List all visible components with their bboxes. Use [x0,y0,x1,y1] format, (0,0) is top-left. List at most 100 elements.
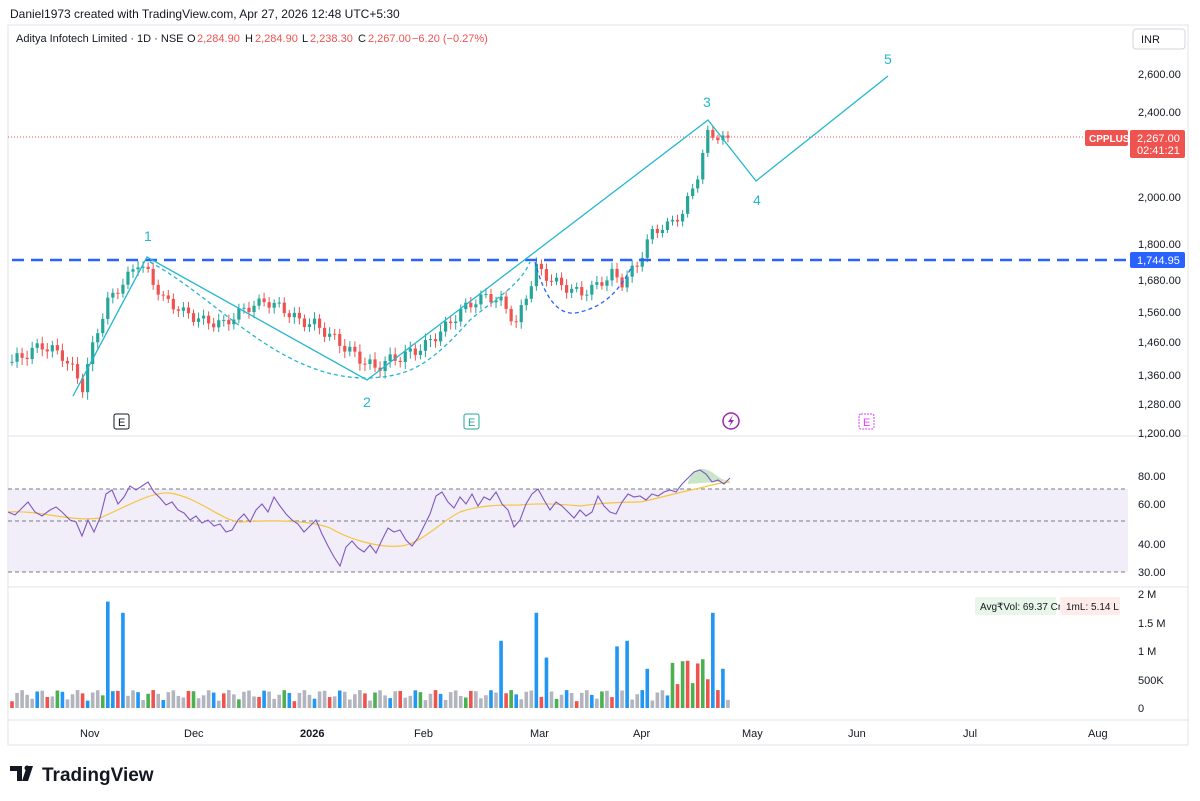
wave-label-4: 4 [753,192,761,208]
candle-body [151,268,155,285]
candle-body [549,280,554,282]
volume-bar [90,692,95,708]
volume-bar [393,691,397,708]
volume-bar [257,696,261,708]
dividend-bolt-icon[interactable] [722,412,740,430]
volume-bar [353,694,357,708]
price-axis[interactable]: 2,600.00 2,400.00 2,000.00 1,800.00 1,68… [1138,69,1181,440]
candle-body [686,196,690,214]
volume-bar [20,690,24,708]
volume-bar [55,690,60,708]
candle-body [529,286,533,299]
volume-bar [327,697,332,708]
volume-bar [40,690,45,708]
price-tick: 1,200.00 [1138,428,1181,440]
price-tick: 2,400.00 [1138,107,1181,119]
volume-bar [378,690,382,708]
volume-bar [640,690,645,708]
volume-bar [595,698,599,708]
credit-text: Daniel1973 created with TradingView.com,… [10,7,400,21]
candle-body [469,302,473,308]
o-label: O [187,33,196,45]
candle-body [675,219,680,222]
candle-body [353,346,357,352]
candle-body [111,292,115,298]
candle-body [474,304,478,308]
price-tick: 2,600.00 [1138,69,1181,81]
candle-body [423,340,428,351]
volume-bar [685,660,690,708]
wave-lines[interactable] [72,75,889,397]
candle-body [75,364,80,379]
wave-label-5: 5 [884,51,892,67]
candle-body [207,315,211,324]
volume-bar [711,612,715,708]
h-label: H [245,33,253,45]
wave-label-1: 1 [144,228,152,244]
earnings-marker-3[interactable]: E [858,413,875,430]
time-axis[interactable]: Nov Dec 2026 Feb Mar Apr May Jun Jul Aug [80,728,1108,740]
candle-body [519,305,523,323]
volume-bar [317,691,322,708]
volume-bar [655,692,660,708]
candle-body [287,313,291,318]
volume-bar [272,698,276,708]
volume-bar [105,601,110,708]
candle-body [247,307,251,313]
candle-body [15,353,19,362]
candle-body [191,313,196,322]
avg-vol-badge [975,597,1056,615]
tradingview-logo[interactable]: TradingView [10,765,154,786]
volume-bar [499,640,503,708]
candle-body [585,294,589,296]
candle-body [590,284,594,295]
volume-bar [579,692,584,708]
volume-bar [287,692,292,708]
candle-body [343,345,347,352]
volume-bar [458,695,463,708]
candle-body [524,298,528,306]
candle-body [186,307,191,314]
currency-box[interactable] [1132,28,1186,50]
candle-body [232,319,236,325]
candle-body [257,298,261,306]
ml-text: 1mL: 5.14 L [1066,602,1119,613]
candle-body [312,318,317,325]
volume-bar [716,690,720,708]
earnings-marker-1[interactable]: E [113,413,130,430]
volume-tick: 500K [1138,675,1164,687]
candle-body [358,351,362,364]
candle-body [630,265,634,277]
volume-bar [438,693,443,708]
earnings-marker-2[interactable]: E [463,413,480,430]
candle-body [96,333,100,343]
rsi-tick: 40.00 [1138,539,1166,551]
volume-bar [363,693,367,708]
volume-bar [544,657,549,708]
volume-bar [267,691,271,708]
candle-body [716,137,720,141]
x-label: Nov [80,728,100,740]
price-tick: 1,280.00 [1138,399,1181,411]
volume-bar [494,692,498,708]
candle-body [670,219,675,222]
candle-body [141,266,145,268]
volume-axis[interactable]: 2 M 1.5 M 1 M 500K 0 [1138,589,1166,715]
volume-bar [282,690,287,708]
volume-bar [176,695,181,708]
volume-bar [721,668,725,708]
volume-bar [337,690,342,708]
volume-bar [348,699,352,708]
candle-body [363,363,367,365]
rsi-axis[interactable]: 80.00 60.00 40.00 30.00 [1138,471,1166,579]
volume-bar [242,691,246,708]
brand-text: TradingView [42,765,154,786]
candle-body [176,309,180,311]
volume-bar [342,691,347,708]
volume-bar [529,690,534,708]
candle-body [433,339,438,342]
rsi-ma-line [7,481,731,547]
c-label: C [358,33,366,45]
volume-bar [302,690,307,708]
